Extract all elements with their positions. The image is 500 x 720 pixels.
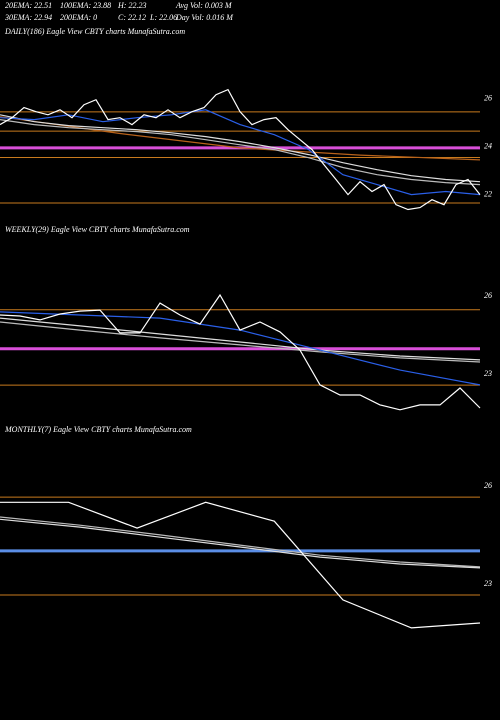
header-stat: C: 22.12 — [118, 13, 146, 22]
header-stat: Day Vol: 0.016 M — [175, 13, 234, 22]
header-stat: 20EMA: 22.51 — [5, 1, 52, 10]
price-line — [0, 114, 481, 183]
price-line — [0, 516, 481, 568]
price-line — [0, 501, 481, 629]
y-tick-label: 26 — [484, 481, 492, 490]
panel-title: DAILY(186) Eagle View CBTY charts Munafa… — [4, 27, 185, 36]
y-tick-label: 23 — [484, 369, 492, 378]
header-stat: L: 22.06 — [149, 13, 177, 22]
header-stat: Avg Vol: 0.003 M — [175, 1, 233, 10]
header-stat: 200EMA: 0 — [60, 13, 97, 22]
price-line — [0, 518, 481, 569]
price-line — [0, 293, 481, 411]
header-stat: 100EMA: 23.88 — [60, 1, 111, 10]
price-line — [0, 321, 481, 363]
price-line — [0, 109, 481, 196]
y-tick-label: 23 — [484, 579, 492, 588]
panel-title: WEEKLY(29) Eagle View CBTY charts Munafa… — [5, 225, 190, 234]
y-tick-label: 26 — [484, 94, 492, 103]
price-line — [0, 119, 481, 186]
price-line — [0, 116, 481, 161]
header-stat: H: 22.23 — [117, 1, 146, 10]
y-tick-label: 24 — [484, 141, 492, 150]
price-line — [0, 88, 481, 211]
panel-title: MONTHLY(7) Eagle View CBTY charts Munafa… — [4, 425, 192, 434]
y-tick-label: 26 — [484, 291, 492, 300]
price-line — [0, 317, 481, 361]
y-tick-label: 22 — [484, 189, 492, 198]
header-stat: 30EMA: 22.94 — [4, 13, 52, 22]
